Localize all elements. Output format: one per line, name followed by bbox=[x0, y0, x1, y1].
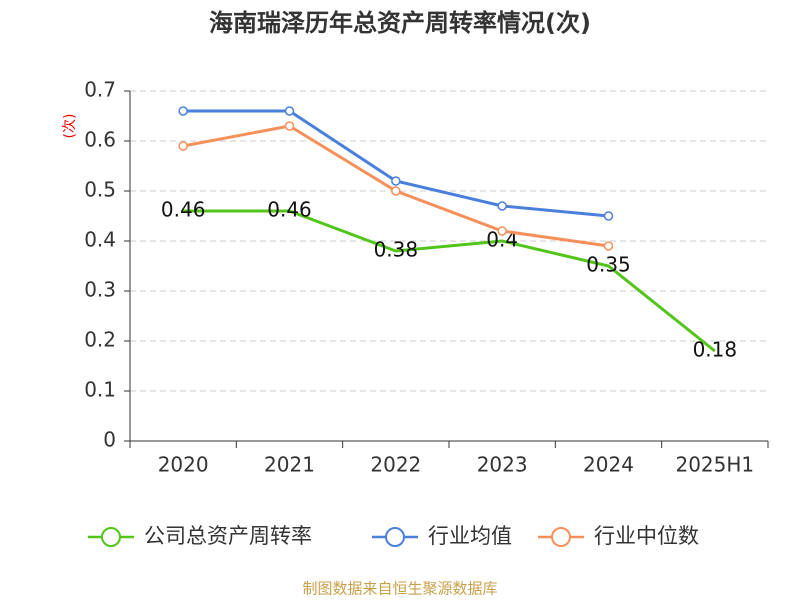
y-tick-label: 0.6 bbox=[84, 128, 116, 152]
point bbox=[603, 241, 614, 251]
point bbox=[391, 186, 401, 196]
data-label: 0.46 bbox=[267, 198, 312, 222]
point bbox=[391, 176, 401, 186]
x-tick-label: 2020 bbox=[158, 453, 209, 477]
y-axis-label: (次) bbox=[62, 114, 78, 139]
chart-title: 海南瑞泽历年总资产周转率情况(次) bbox=[209, 9, 591, 37]
legend-marker bbox=[551, 527, 571, 547]
point bbox=[603, 211, 614, 221]
legend-label: 行业中位数 bbox=[594, 524, 699, 548]
y-tick-label: 0.3 bbox=[84, 278, 116, 302]
data-label: 0.35 bbox=[586, 253, 631, 277]
data-label: 0.38 bbox=[374, 238, 419, 262]
x-tick-label: 2023 bbox=[477, 453, 528, 477]
series-line bbox=[183, 109, 609, 218]
legend-marker bbox=[385, 527, 405, 547]
point bbox=[178, 141, 188, 151]
x-tick-label: 2021 bbox=[264, 453, 315, 477]
point bbox=[178, 106, 188, 116]
point bbox=[284, 121, 295, 131]
legend-label: 行业均值 bbox=[428, 524, 512, 548]
x-tick-label: 2022 bbox=[370, 453, 421, 477]
x-tick-label: 2024 bbox=[583, 453, 634, 477]
series-line bbox=[183, 209, 716, 353]
data-label: 0.46 bbox=[161, 198, 206, 222]
y-tick-label: 0.7 bbox=[84, 78, 116, 102]
series-line bbox=[182, 124, 609, 248]
source-note: 制图数据来自恒生聚源数据库 bbox=[302, 580, 497, 598]
y-tick-label: 0.1 bbox=[84, 378, 116, 402]
point bbox=[497, 226, 507, 236]
x-tick-label: 2025H1 bbox=[675, 453, 754, 477]
legend-marker bbox=[101, 527, 121, 547]
point bbox=[284, 106, 295, 116]
point bbox=[497, 201, 507, 211]
y-tick-label: 0.4 bbox=[84, 228, 116, 252]
y-tick-label: 0 bbox=[103, 428, 116, 452]
data-label: 0.18 bbox=[693, 338, 738, 362]
y-tick-label: 0.5 bbox=[84, 178, 116, 202]
legend-label: 公司总资产周转率 bbox=[144, 524, 312, 548]
y-tick-label: 0.2 bbox=[84, 328, 116, 352]
